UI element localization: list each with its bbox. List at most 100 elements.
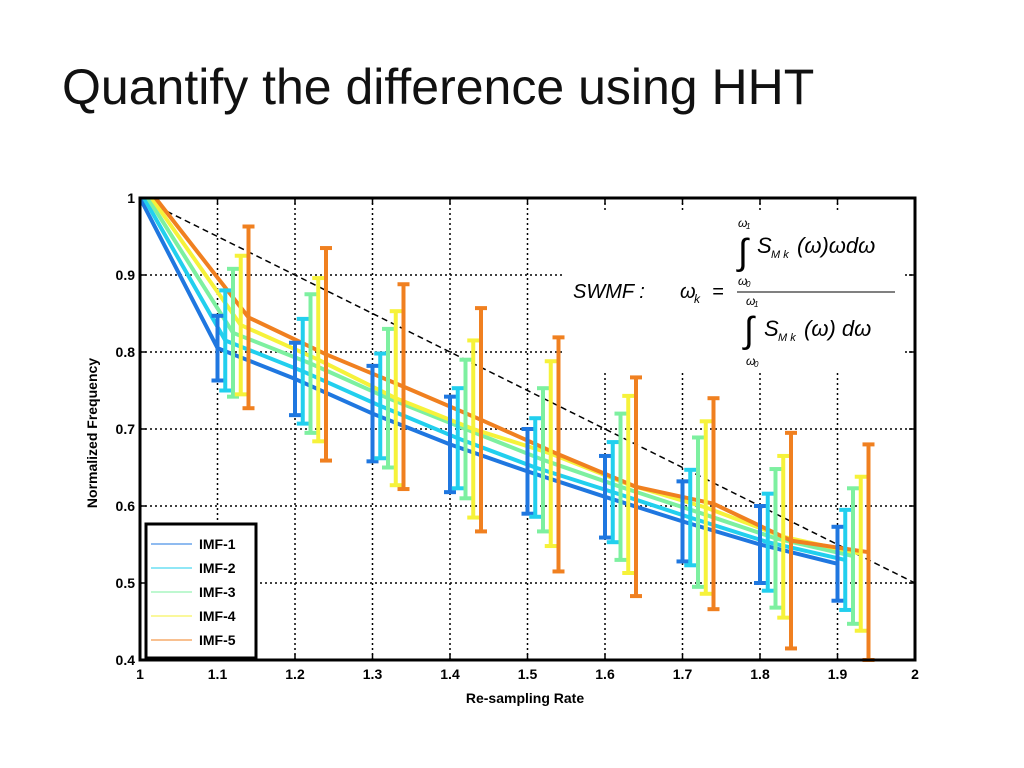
series-line-imf-3 bbox=[146, 196, 854, 558]
numerator-upper-limit-sub: 1 bbox=[746, 222, 750, 231]
reference-line bbox=[139, 197, 916, 584]
error-bar-imf-2 bbox=[296, 316, 309, 426]
x-tick-label: 1.4 bbox=[440, 666, 460, 682]
y-tick-label: 0.7 bbox=[116, 421, 136, 437]
denominator-lower-limit-sub: 0 bbox=[754, 360, 759, 369]
error-bar-imf-4 bbox=[312, 276, 325, 444]
formula-lhs: ω bbox=[680, 281, 696, 303]
series-lines bbox=[138, 196, 869, 566]
y-tick-label: 1 bbox=[127, 190, 135, 206]
error-bar-imf-1 bbox=[521, 427, 534, 516]
denominator-s: S bbox=[764, 316, 779, 341]
reference-diagonal bbox=[139, 197, 916, 584]
y-tick-label: 0.9 bbox=[116, 267, 136, 283]
error-bar-imf-2 bbox=[761, 491, 774, 593]
error-bar-imf-5 bbox=[397, 282, 410, 492]
x-tick-label: 1.8 bbox=[750, 666, 770, 682]
error-bar-imf-4 bbox=[622, 393, 635, 575]
error-bar-imf-3 bbox=[459, 357, 472, 501]
x-tick-label: 1.3 bbox=[363, 666, 383, 682]
error-bar-imf-5 bbox=[630, 375, 642, 599]
error-bar-imf-2 bbox=[219, 288, 232, 393]
numerator-lower-limit-sub: 0 bbox=[746, 280, 751, 289]
x-tick-label: 1.2 bbox=[285, 666, 305, 682]
formula-equals: = bbox=[712, 281, 724, 303]
legend-label-imf-5: IMF-5 bbox=[199, 632, 236, 648]
error-bar-imf-2 bbox=[529, 416, 542, 519]
error-bar-imf-1 bbox=[211, 313, 224, 383]
series-line-imf-1 bbox=[138, 197, 838, 566]
denominator-upper-limit: ω bbox=[746, 294, 755, 308]
y-tick-label: 0.6 bbox=[116, 498, 136, 514]
error-bar-imf-3 bbox=[692, 435, 704, 589]
y-tick-label: 0.4 bbox=[116, 652, 136, 668]
error-bar-imf-3 bbox=[304, 292, 317, 435]
x-tick-label: 1.1 bbox=[208, 666, 228, 682]
error-bar-imf-5 bbox=[785, 430, 797, 651]
error-bar-imf-5 bbox=[242, 224, 255, 411]
x-tick-label: 1 bbox=[136, 666, 144, 682]
x-tick-label: 2 bbox=[911, 666, 919, 682]
numerator-s-sub: M k bbox=[771, 249, 789, 261]
error-bar-imf-4 bbox=[854, 474, 867, 633]
error-bar-imf-3 bbox=[769, 467, 782, 610]
numerator-integral: ∫ bbox=[736, 231, 750, 272]
denominator-tail: (ω) dω bbox=[804, 316, 871, 341]
error-bar-imf-1 bbox=[831, 524, 844, 603]
series-line-imf-2 bbox=[142, 197, 846, 562]
legend-box bbox=[144, 522, 258, 660]
error-bar-imf-2 bbox=[684, 467, 697, 568]
error-bar-imf-4 bbox=[699, 419, 712, 596]
error-bar-imf-4 bbox=[234, 253, 247, 397]
numerator-lower-limit: ω bbox=[738, 274, 747, 288]
error-bar-imf-4 bbox=[389, 309, 402, 488]
error-bar-imf-5 bbox=[707, 396, 720, 612]
denominator-lower-limit: ω bbox=[746, 354, 755, 368]
error-bar-imf-2 bbox=[451, 386, 464, 491]
y-tick-label: 0.8 bbox=[116, 344, 136, 360]
legend-label-imf-3: IMF-3 bbox=[199, 584, 236, 600]
numerator-upper-limit: ω bbox=[738, 216, 747, 230]
error-bar-imf-3 bbox=[614, 411, 627, 562]
numerator-tail: (ω)ωdω bbox=[797, 233, 875, 258]
denominator-upper-limit-sub: 1 bbox=[754, 300, 758, 309]
swmf-formula: SWMF : ω k = ω 1 ∫ ω 0 S M k (ω)ωdω ω 1 … bbox=[565, 212, 905, 372]
x-tick-label: 1.9 bbox=[828, 666, 848, 682]
error-bar-imf-4 bbox=[467, 338, 480, 520]
x-axis-title: Re-sampling Rate bbox=[466, 690, 584, 706]
denominator-s-sub: M k bbox=[778, 332, 796, 344]
error-bar-imf-1 bbox=[599, 453, 611, 540]
error-bar-imf-1 bbox=[754, 504, 766, 585]
error-bar-imf-3 bbox=[847, 486, 859, 626]
series-line-imf-4 bbox=[149, 196, 862, 556]
y-axis-ticks: 0.4 0.5 0.6 0.7 0.8 0.9 1 bbox=[116, 190, 915, 668]
numerator-s: S bbox=[757, 233, 772, 258]
error-bar-imf-5 bbox=[552, 335, 565, 574]
x-tick-label: 1.7 bbox=[673, 666, 693, 682]
x-axis-ticks: 1 1.1 1.2 1.3 1.4 1.5 1.6 1.7 1.8 1.9 2 bbox=[136, 198, 919, 682]
slide-title: Quantify the difference using HHT bbox=[62, 59, 815, 115]
error-bar-imf-3 bbox=[537, 386, 549, 534]
legend-label-imf-2: IMF-2 bbox=[199, 560, 236, 576]
formula-label: SWMF : bbox=[573, 281, 645, 303]
error-bar-imf-5 bbox=[320, 246, 332, 463]
denominator-integral: ∫ bbox=[742, 309, 756, 350]
error-bar-imf-4 bbox=[777, 453, 790, 620]
formula-lhs-subscript: k bbox=[694, 292, 701, 306]
x-tick-label: 1.5 bbox=[518, 666, 538, 682]
error-bar-imf-5 bbox=[475, 306, 487, 534]
error-bar-imf-3 bbox=[382, 326, 394, 470]
error-bars bbox=[211, 224, 875, 662]
error-bar-imf-2 bbox=[606, 440, 619, 545]
legend-label-imf-1: IMF-1 bbox=[199, 536, 236, 552]
y-axis-title: Normalized Frequency bbox=[84, 358, 100, 508]
error-bar-imf-1 bbox=[289, 340, 301, 418]
series-line-imf-5 bbox=[153, 196, 869, 555]
error-bar-imf-1 bbox=[444, 394, 456, 495]
error-bar-imf-4 bbox=[544, 359, 557, 549]
y-tick-label: 0.5 bbox=[116, 575, 136, 591]
legend-label-imf-4: IMF-4 bbox=[199, 608, 236, 624]
x-tick-label: 1.6 bbox=[595, 666, 615, 682]
error-bar-imf-2 bbox=[374, 351, 387, 461]
